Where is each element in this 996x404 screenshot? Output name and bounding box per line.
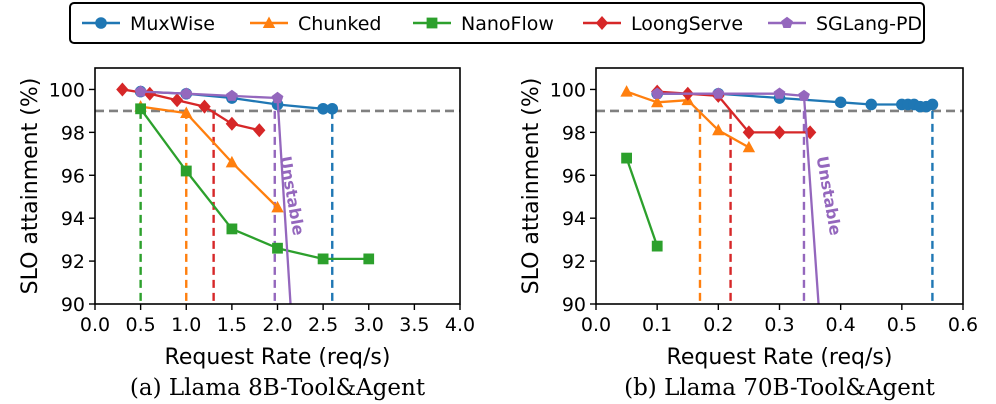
chart-a-point-loongserve-3	[198, 99, 211, 114]
chart-b-ytick-label-5: 100	[550, 79, 586, 101]
chart-b-point-chunked-1	[651, 95, 664, 108]
chart-b: Unstable 0.0 0.1 0.2 0.3 0.4 0.5 0.6 90 92 94 96 98 1…	[519, 67, 978, 401]
chart-b-ylabel: SLO attainment (%)	[519, 78, 544, 295]
legend-frame	[69, 2, 925, 44]
chart-a-point-loongserve-1	[143, 86, 156, 101]
chart-a-line-sglang-pd	[140, 90, 292, 304]
chart-a-point-chunked-2	[225, 155, 239, 168]
chart-b-ytick-label-1: 92	[562, 251, 586, 273]
chart-a-xtick-label-5: 2.5	[308, 314, 338, 336]
chart-a-point-chunked-3	[271, 200, 284, 213]
chart-a-ytick-label-3: 96	[61, 165, 85, 187]
chart-a-point-muxwise-5	[326, 102, 339, 115]
chart-a-annotation-unstable: Unstable	[276, 155, 309, 237]
chart-a-point-sglang-pd-1	[180, 87, 193, 99]
chart-a-xtick-label-4: 2.0	[262, 314, 292, 336]
legend-marker-sglang-pd	[781, 16, 793, 28]
legend-label-nanoflow: NanoFlow	[461, 13, 554, 35]
chart-b-xtick-label-3: 0.3	[764, 314, 794, 336]
chart-b-ytick-label-4: 98	[562, 122, 586, 144]
legend-label-chunked: Chunked	[298, 13, 381, 35]
chart-b-point-chunked-3	[712, 123, 725, 136]
chart-b-point-sglang-pd-0	[651, 87, 664, 99]
chart-a-ylabel: SLO attainment (%)	[18, 78, 43, 295]
chart-b-xtick-label-1: 0.1	[642, 314, 672, 336]
chart-a-point-nanoflow-1	[180, 165, 192, 177]
chart-b-point-chunked-4	[742, 140, 756, 153]
chart-a-point-nanoflow-2	[226, 223, 238, 235]
chart-b-point-muxwise-10	[926, 98, 939, 111]
chart-a-point-sglang-pd-3	[271, 91, 284, 104]
chart-b-xtick-label-0: 0.0	[581, 314, 611, 336]
legend-marker-nanoflow	[426, 17, 438, 29]
chart-b-ytick-label-0: 90	[562, 294, 586, 316]
chart-a-point-loongserve-2	[170, 93, 184, 108]
chart-b-point-muxwise-3	[834, 96, 847, 109]
chart-a-point-loongserve-0	[116, 82, 129, 97]
chart-b-point-muxwise-4	[865, 98, 878, 111]
legend-label-muxwise: MuxWise	[130, 13, 215, 35]
chart-b-point-sglang-pd-2	[773, 87, 786, 99]
chart-a-caption: (a) Llama 8B-Tool&Agent	[130, 375, 426, 401]
chart-a-point-loongserve-4	[225, 116, 239, 131]
chart-b-plot-area: Unstable	[596, 84, 963, 304]
chart-a-point-nanoflow-4	[317, 253, 329, 265]
chart-a-xtick-label-3: 1.5	[217, 314, 247, 336]
chart-a-xtick-label-6: 3.0	[354, 314, 384, 336]
chart-a-xtick-label-8: 4.0	[445, 314, 475, 336]
chart-b-ytick-label-2: 94	[562, 208, 586, 230]
chart-a-ytick-label-4: 98	[61, 122, 85, 144]
chart-b-point-nanoflow-0	[621, 152, 632, 164]
chart-a-point-loongserve-5	[253, 123, 266, 138]
chart-a-xtick-label-1: 0.5	[126, 314, 156, 336]
chart-b-point-nanoflow-1	[651, 240, 663, 252]
chart-b-xtick-label-6: 0.6	[948, 314, 978, 336]
legend-label-loongserve: LoongServe	[631, 13, 743, 35]
chart-a-xlabel: Request Rate (req/s)	[165, 345, 391, 370]
chart-b-annotation-unstable: Unstable	[813, 155, 846, 237]
chart-a-point-nanoflow-0	[135, 103, 146, 115]
chart-a-point-muxwise-4	[317, 102, 329, 115]
chart-b-line-sglang-pd	[657, 92, 820, 304]
chart-b-point-sglang-pd-1	[712, 87, 725, 99]
chart-a-plot-area: Unstable	[95, 82, 460, 304]
chart-a-line-nanoflow	[139, 108, 369, 261]
legend-marker-loongserve	[595, 16, 609, 30]
chart-b-point-loongserve-4	[773, 125, 786, 140]
chart-a-line-chunked	[140, 105, 279, 209]
chart-b-point-chunked-0	[620, 85, 633, 97]
legend-marker-chunked	[262, 16, 276, 28]
chart-a-point-chunked-1	[180, 106, 193, 118]
chart-b-point-sglang-pd-3	[798, 89, 810, 101]
chart-a-ytick-label-2: 94	[61, 208, 85, 230]
chart-a-point-nanoflow-3	[272, 242, 283, 254]
chart-a-point-sglang-pd-0	[134, 85, 147, 97]
legend-marker-muxwise	[95, 17, 107, 29]
chart-b-caption: (b) Llama 70B-Tool&Agent	[624, 375, 936, 401]
chart-b-xlabel: Request Rate (req/s)	[667, 345, 893, 370]
chart-a: Unstable 0.0 0.5 1.0 1.5 2.0 2.5 3.0 3.5 4.0 90 92 9…	[18, 67, 475, 401]
chart-a-xtick-label-2: 1.0	[171, 314, 201, 336]
chart-a-ytick-label-1: 92	[61, 251, 85, 273]
chart-a-ytick-label-5: 100	[49, 79, 85, 101]
chart-b-xtick-label-2: 0.2	[703, 314, 733, 336]
chart-a-xtick-label-0: 0.0	[80, 314, 110, 336]
chart-a-point-nanoflow-5	[363, 253, 375, 265]
chart-b-xtick-label-4: 0.4	[826, 314, 856, 336]
chart-a-xtick-label-7: 3.5	[399, 314, 429, 336]
chart-b-xtick-label-5: 0.5	[887, 314, 917, 336]
chart-b-ytick-label-3: 96	[562, 165, 586, 187]
chart-b-line-nanoflow	[625, 157, 659, 247]
legend-label-sglang-pd: SGLang-PD	[816, 13, 922, 35]
legend: MuxWise Chunked NanoFlow LoongServe SGLang-P…	[69, 2, 925, 44]
chart-a-ytick-label-0: 90	[61, 294, 85, 316]
chart-b-point-loongserve-3	[742, 125, 756, 140]
chart-a-point-sglang-pd-2	[226, 89, 238, 101]
